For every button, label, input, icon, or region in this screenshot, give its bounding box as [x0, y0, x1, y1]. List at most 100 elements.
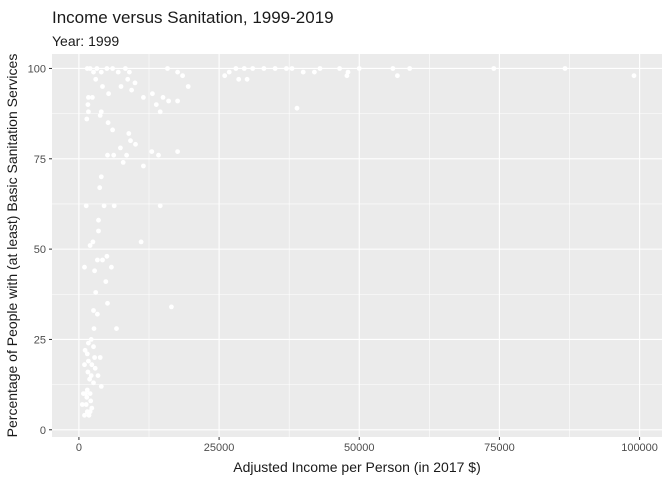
data-point [110, 127, 115, 133]
plot-panel [52, 54, 662, 437]
x-tick-label: 75000 [484, 442, 515, 454]
data-points [79, 66, 637, 418]
data-point [111, 203, 117, 209]
data-point [123, 66, 128, 71]
data-point [175, 69, 181, 75]
data-point [90, 239, 96, 245]
data-point [89, 405, 95, 411]
data-point [96, 228, 101, 234]
data-point [407, 66, 413, 71]
data-point [157, 109, 163, 115]
data-point [344, 73, 350, 79]
data-point [103, 279, 109, 284]
data-point [110, 66, 115, 71]
data-point [88, 373, 94, 378]
data-point [312, 69, 317, 75]
data-point [175, 149, 181, 155]
data-point [91, 344, 96, 350]
data-point [101, 203, 107, 209]
data-point [86, 95, 91, 100]
y-axis-title: Percentage of People with (at least) Bas… [4, 54, 20, 438]
data-point [105, 300, 110, 306]
data-point [82, 347, 88, 353]
data-point [133, 141, 138, 147]
data-point [118, 84, 124, 89]
data-point [87, 66, 93, 71]
data-point [491, 66, 497, 71]
data-point [84, 387, 90, 393]
data-point [180, 73, 186, 79]
data-point [104, 253, 110, 259]
data-point [87, 243, 93, 248]
x-axis-title: Adjusted Income per Person (in 2017 $) [233, 459, 480, 475]
data-point [175, 98, 181, 104]
data-point [120, 160, 126, 165]
data-point [88, 337, 94, 342]
data-point [98, 174, 104, 180]
data-point [92, 365, 98, 371]
data-point [104, 66, 110, 71]
data-point [84, 394, 90, 400]
data-point [126, 131, 132, 136]
data-point [82, 264, 87, 270]
data-point [149, 149, 155, 155]
data-point [86, 340, 91, 346]
data-point [157, 203, 163, 209]
data-point [160, 95, 166, 100]
data-point [129, 87, 135, 93]
data-point [138, 239, 144, 245]
data-point [87, 376, 92, 382]
data-point [91, 326, 97, 331]
y-tick-label: 0 [40, 425, 46, 437]
data-point [85, 369, 91, 375]
data-point [86, 358, 91, 364]
data-point [233, 66, 239, 71]
data-point [128, 138, 133, 144]
data-point [114, 326, 119, 331]
y-tick-label: 25 [34, 334, 46, 346]
data-point [83, 203, 89, 209]
data-point [141, 95, 146, 100]
data-point [98, 69, 104, 75]
data-point [82, 362, 87, 368]
data-point [250, 66, 256, 71]
data-point [79, 402, 85, 407]
data-point [95, 373, 101, 378]
data-point [345, 69, 351, 75]
y-tick-label: 100 [28, 63, 46, 75]
data-point [84, 116, 90, 122]
data-point [86, 109, 91, 115]
y-tick-label: 50 [34, 244, 46, 256]
data-point [272, 66, 278, 71]
data-point [85, 102, 91, 107]
data-point [82, 412, 87, 418]
data-point [222, 73, 228, 79]
data-point [105, 152, 110, 158]
data-point [94, 66, 100, 71]
data-point [226, 69, 232, 75]
data-point [95, 311, 100, 317]
data-point [89, 362, 95, 368]
data-point [105, 120, 111, 126]
data-point [90, 95, 95, 100]
data-point [165, 66, 170, 71]
data-point [98, 109, 104, 115]
data-point [109, 264, 114, 270]
data-point [106, 91, 111, 97]
data-point [92, 268, 97, 274]
data-point [118, 145, 123, 151]
data-point [169, 304, 174, 310]
data-point [97, 185, 103, 191]
chart-subtitle: Year: 1999 [52, 33, 119, 49]
data-point [294, 105, 300, 111]
data-point [236, 76, 242, 82]
data-point [126, 69, 132, 75]
data-point [562, 66, 568, 71]
data-point [95, 257, 100, 263]
data-point [317, 66, 323, 71]
data-point [141, 163, 146, 169]
data-point [132, 80, 138, 86]
chart-title: Income versus Sanitation, 1999-2019 [52, 8, 334, 27]
data-point [244, 76, 250, 82]
data-point [100, 84, 105, 89]
